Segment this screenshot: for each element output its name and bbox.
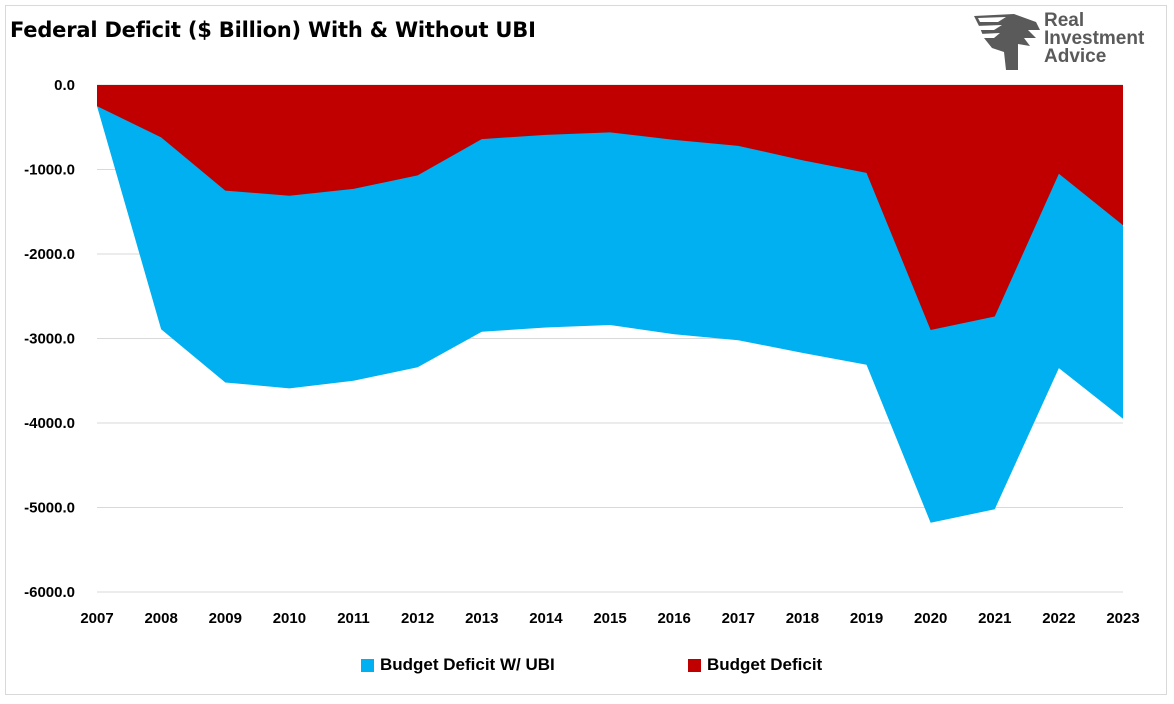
- x-tick-label: 2013: [465, 610, 498, 627]
- x-tick-label: 2008: [144, 610, 177, 627]
- series-areas: [97, 85, 1123, 523]
- x-axis-tick-labels: 2007 2008 2009 2010 2011 2012 2013 2014 2015 2016…: [80, 610, 1139, 627]
- legend-swatch-ubi: [361, 658, 374, 672]
- x-tick-label: 2007: [80, 610, 113, 627]
- y-tick-label: -3000.0: [24, 331, 75, 348]
- x-tick-label: 2021: [978, 610, 1011, 627]
- area-budget-deficit: [97, 85, 1123, 331]
- legend: Budget Deficit W/ UBI Budget Deficit: [0, 655, 1174, 681]
- x-tick-label: 2017: [722, 610, 755, 627]
- legend-item-ubi: Budget Deficit W/ UBI: [361, 655, 555, 675]
- brand-line-2: Investment: [1044, 28, 1145, 49]
- legend-swatch-deficit: [688, 658, 701, 672]
- x-tick-label: 2023: [1106, 610, 1139, 627]
- legend-item-deficit: Budget Deficit: [688, 655, 822, 675]
- y-tick-label: -1000.0: [24, 162, 75, 179]
- x-tick-label: 2016: [657, 610, 690, 627]
- x-tick-label: 2012: [401, 610, 434, 627]
- y-tick-label: -4000.0: [24, 415, 75, 432]
- brand-logo-text: Real Investment Advice: [1044, 10, 1145, 67]
- x-tick-label: 2015: [593, 610, 626, 627]
- x-tick-label: 2010: [273, 610, 306, 627]
- brand-line-1: Real: [1044, 10, 1085, 31]
- x-tick-label: 2022: [1042, 610, 1075, 627]
- y-axis-tick-labels: 0.0 -1000.0 -2000.0 -3000.0 -4000.0 -5000.0 -6…: [24, 77, 75, 601]
- x-tick-label: 2020: [914, 610, 947, 627]
- legend-label-ubi: Budget Deficit W/ UBI: [380, 655, 555, 674]
- x-tick-label: 2011: [337, 610, 370, 627]
- x-tick-label: 2014: [529, 610, 563, 627]
- x-tick-label: 2018: [786, 610, 819, 627]
- eagle-head-icon: [974, 14, 1040, 70]
- brand-line-3: Advice: [1044, 46, 1107, 67]
- x-tick-label: 2019: [850, 610, 883, 627]
- y-tick-label: -2000.0: [24, 246, 75, 263]
- area-budget-deficit-ubi: [97, 85, 1123, 523]
- y-tick-label: 0.0: [54, 77, 75, 94]
- x-tick-label: 2009: [209, 610, 242, 627]
- legend-label-deficit: Budget Deficit: [707, 655, 823, 674]
- chart-title: Federal Deficit ($ Billion) With & Witho…: [10, 18, 536, 42]
- y-tick-label: -5000.0: [24, 500, 75, 517]
- y-tick-label: -6000.0: [24, 584, 75, 601]
